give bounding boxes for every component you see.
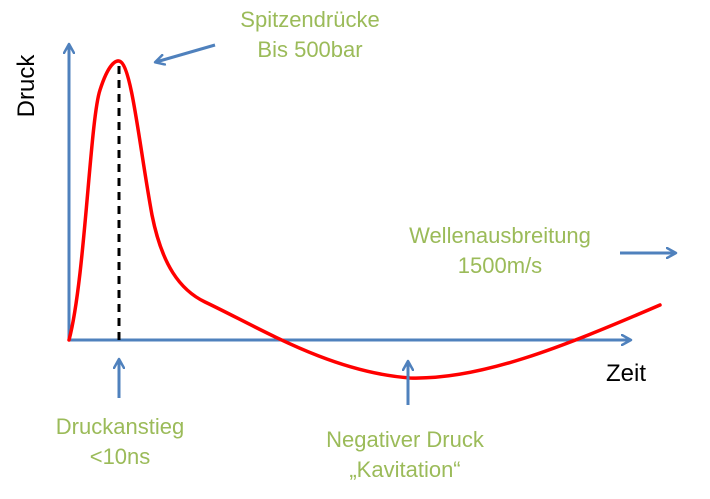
x-axis-label: Zeit — [606, 360, 647, 387]
peak-pressure-annotation: Spitzendrücke Bis 500bar — [210, 5, 410, 65]
wave-propagation-title: Wellenausbreitung — [409, 223, 591, 248]
negative-pressure-annotation: Negativer Druck „Kavitation“ — [295, 425, 515, 485]
pressure-rise-annotation: Druckanstieg <10ns — [20, 412, 220, 472]
peak-pressure-value: Bis 500bar — [257, 37, 363, 62]
peak-arrow — [156, 43, 216, 62]
pressure-curve — [67, 59, 662, 380]
wave-propagation-value: 1500m/s — [457, 253, 543, 278]
negative-pressure-title: Negativer Druck — [326, 427, 484, 452]
wave-propagation-annotation: Wellenausbreitung 1500m/s — [380, 221, 620, 281]
y-axis-label: Druck — [13, 54, 40, 118]
peak-pressure-title: Spitzendrücke — [240, 7, 380, 32]
pressure-rise-title: Druckanstieg — [55, 414, 185, 439]
pressure-rise-value: <10ns — [89, 444, 151, 469]
negative-pressure-subtitle: „Kavitation“ — [349, 457, 461, 482]
